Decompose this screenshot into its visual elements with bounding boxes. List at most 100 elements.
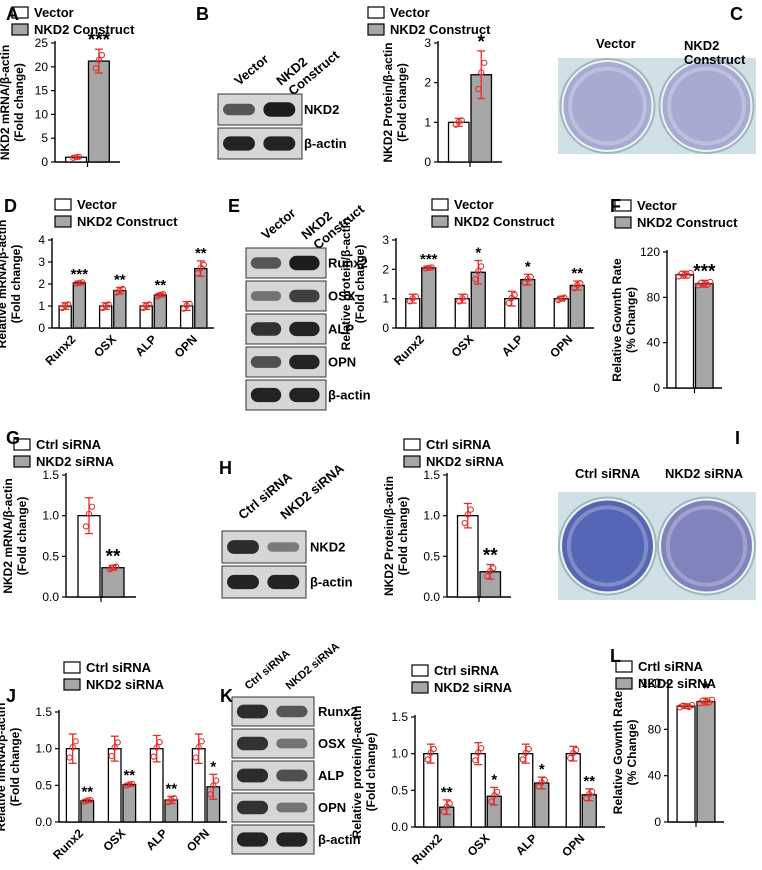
chart-panel-E: 0 1 2 3 Relative protein/β-actin (Fold change… — [339, 218, 594, 368]
legend-label-A-0: Vector — [34, 5, 74, 20]
y-axis-label-G-0: NKD2 mRNA/β-actin — [1, 478, 15, 593]
panel-letter-L: L — [610, 646, 621, 666]
data-point-L-0-1-4 — [708, 696, 716, 703]
x-tick-label-E-1: OSX — [449, 332, 477, 360]
legend-swatch-K-0 — [411, 664, 429, 677]
data-point-H-0-0-2 — [467, 506, 474, 513]
data-point-E-2-0-0 — [505, 299, 512, 307]
data-point-J-3-1-0 — [207, 791, 214, 798]
legend-label-D-1: NKD2 Construct — [77, 214, 178, 229]
data-point-G-0-0-0 — [82, 523, 90, 530]
panel-letter-G: G — [6, 428, 20, 448]
lane-label-H-1-0: NKD2 siRNA — [277, 460, 347, 522]
y-tick-label-K-0: 0.0 — [391, 820, 408, 834]
data-point-J-2-1-2 — [171, 795, 178, 802]
bar-K-0-0 — [423, 753, 439, 828]
data-point-K-0-0-2 — [430, 745, 437, 753]
x-tick-label-J-2: ALP — [143, 826, 170, 853]
legend-panel-G: Ctrl siRNA NKD2 siRNA — [13, 437, 115, 469]
data-point-D-1-1-2 — [119, 285, 126, 293]
data-point-F-0-0-1 — [678, 270, 685, 277]
legend-panel-A: Vector NKD2 Construct — [11, 5, 135, 37]
bar-B-0-0 — [447, 121, 470, 163]
blot-row-label-E-2: ALP — [328, 322, 354, 337]
legend-swatch-E-1 — [431, 215, 449, 228]
blot-row-label-E-3: OPN — [328, 355, 356, 370]
data-point-E-0-1-1 — [425, 264, 432, 271]
legend-label-E-1: NKD2 Construct — [454, 214, 555, 229]
legend-swatch-G-0 — [13, 438, 31, 451]
data-point-J-3-1-1 — [210, 782, 217, 789]
significance-G-0: ** — [106, 546, 121, 567]
well-texture-I-0 — [566, 505, 649, 587]
data-point-K-3-1-0 — [583, 795, 590, 802]
legend-panel-J: Ctrl siRNA NKD2 siRNA — [63, 660, 165, 692]
significance-D-0: *** — [71, 266, 89, 283]
significance-J-0: ** — [81, 783, 93, 800]
y-tick-label-A-1: 5 — [41, 131, 48, 145]
significance-J-3: * — [210, 758, 216, 775]
data-point-G-0-1-1 — [109, 564, 117, 571]
data-point-K-3-0-2 — [573, 746, 580, 754]
blot-band-K-2-0 — [236, 768, 269, 783]
y-tick-label-H-1: 0.5 — [423, 549, 440, 563]
y-tick-label-E-1: 1 — [382, 292, 389, 306]
blot-band-K-4-0 — [236, 832, 269, 847]
chart-panel-D: 0 1 2 3 4 Relative mRNA/β-actin (Fold change) *… — [0, 220, 214, 368]
data-point-D-3-1-2 — [200, 261, 207, 268]
blot-band-B-1-0 — [223, 136, 255, 151]
y-axis-label-F-0: Relative Gownth Rate — [610, 258, 624, 382]
panel-letter-I: I — [735, 428, 740, 448]
data-point-K-0-0-0 — [424, 756, 431, 763]
legend-label-J-1: NKD2 siRNA — [86, 677, 165, 692]
data-point-K-1-0-0 — [472, 757, 479, 764]
y-tick-label-L-1: 40 — [648, 769, 662, 783]
data-point-E-1-0-2 — [462, 293, 469, 300]
y-axis-label-L-0: Relative Gownth Rate — [611, 690, 625, 814]
y-tick-label-G-2: 1.0 — [42, 509, 59, 523]
data-point-E-2-1-0 — [521, 279, 528, 286]
data-point-J-1-1-1 — [126, 781, 133, 788]
well-stain-C-0 — [563, 62, 652, 150]
legend-panel-H: Ctrl siRNA NKD2 siRNA — [403, 437, 505, 469]
blot-row-label-K-3: OPN — [318, 800, 346, 815]
y-tick-label-A-4: 20 — [35, 60, 49, 74]
significance-D-3: ** — [195, 245, 207, 262]
bar-E-3-0 — [553, 298, 569, 329]
data-point-K-2-0-0 — [519, 756, 526, 763]
blot-band-B-0-0 — [223, 103, 255, 116]
data-point-D-2-0-2 — [146, 301, 153, 308]
significance-B-0: * — [478, 32, 486, 53]
data-point-J-0-0-2 — [72, 738, 79, 745]
x-tick-label-E-0: Runx2 — [391, 332, 427, 368]
data-point-G-0-1-2 — [112, 563, 120, 570]
blot-row-label-K-0: Runx2 — [318, 704, 358, 719]
y-tick-label-E-3: 3 — [382, 233, 389, 247]
legend-label-F-1: NKD2 Construct — [637, 215, 738, 230]
y-tick-label-B-1: 1 — [424, 115, 431, 129]
y-axis-label-J-1: (Fold change) — [8, 728, 22, 807]
data-point-E-1-1-0 — [472, 276, 479, 283]
bar-E-2-1 — [520, 278, 536, 329]
data-point-A-0-0-1 — [72, 153, 80, 161]
legend-swatch-D-1 — [54, 215, 72, 228]
chart-panel-F: 0 40 80 120 Relative Gownth Rate (% Change) **… — [610, 245, 722, 395]
data-point-K-0-0-1 — [427, 749, 434, 756]
data-point-B-0-0-1 — [455, 118, 462, 126]
data-point-L-0-0-4 — [688, 701, 696, 709]
significance-A-0: *** — [88, 30, 111, 51]
y-tick-label-H-0: 0.0 — [423, 590, 440, 604]
legend-panel-E: Vector NKD2 Construct — [431, 197, 555, 229]
bar-A-0-1 — [87, 60, 110, 163]
data-point-L-0-0-2 — [682, 703, 690, 710]
x-tick-label-K-3: OPN — [559, 831, 587, 859]
blot-band-B-1-1 — [263, 136, 296, 151]
bar-D-1-1 — [113, 289, 127, 329]
data-point-H-0-1-0 — [484, 573, 491, 580]
well-stain-I-1 — [661, 500, 752, 592]
y-tick-label-J-3: 1.5 — [35, 705, 52, 719]
legend-swatch-F-0 — [614, 199, 632, 212]
data-point-E-2-0-2 — [511, 291, 518, 299]
